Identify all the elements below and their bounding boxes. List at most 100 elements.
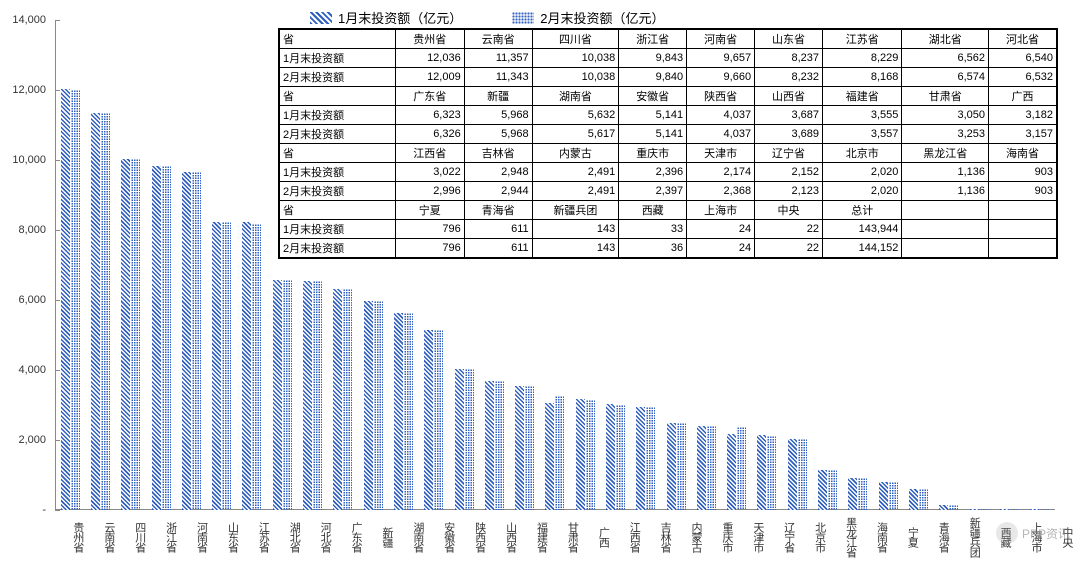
x-axis-label: 河南省 — [179, 512, 210, 562]
table-cell: 6,562 — [902, 49, 989, 68]
bar-series1 — [606, 404, 615, 510]
x-axis-label: 青海省 — [920, 512, 951, 562]
table-cell: 陕西省 — [687, 87, 755, 106]
y-tick-mark — [55, 440, 60, 441]
x-axis-label: 广东省 — [333, 512, 364, 562]
table-cell: 11,357 — [464, 49, 532, 68]
bar-series2 — [919, 489, 928, 510]
bar-group — [631, 407, 661, 510]
bar-group — [419, 330, 449, 510]
y-tick-label: 12,000 — [12, 84, 46, 96]
table-cell: 22 — [755, 220, 823, 239]
table-cell: 796 — [395, 220, 464, 239]
bar-series1 — [848, 478, 857, 510]
table-cell: 1月末投资额 — [280, 220, 396, 239]
table-cell: 江西省 — [395, 144, 464, 163]
bar-group — [237, 222, 267, 510]
bar-series2 — [616, 405, 625, 510]
table-cell: 1月末投资额 — [280, 106, 396, 125]
table-cell: 12,036 — [395, 49, 464, 68]
bar-series1 — [273, 280, 282, 510]
table-cell: 省 — [280, 201, 396, 220]
bar-series1 — [636, 407, 645, 510]
legend-label-1: 1月末投资额（亿元） — [338, 8, 462, 27]
bar-series2 — [980, 509, 989, 510]
watermark-text: PPP资讯 — [1022, 525, 1070, 542]
bar-group — [206, 222, 236, 510]
bar-series1 — [394, 313, 403, 510]
y-tick-label: 10,000 — [12, 154, 46, 166]
table-cell: 6,532 — [989, 68, 1057, 87]
table-row: 1月末投资额3,0222,9482,4912,3962,1742,1522,02… — [280, 163, 1057, 182]
table-cell: 天津市 — [687, 144, 755, 163]
bar-series2 — [737, 427, 746, 510]
bar-series1 — [121, 159, 130, 510]
bar-group — [843, 478, 873, 510]
table-cell: 6,574 — [902, 68, 989, 87]
y-tick-mark — [55, 230, 60, 231]
table-cell: 河北省 — [989, 30, 1057, 49]
table-cell: 9,660 — [687, 68, 755, 87]
table-cell: 宁夏 — [395, 201, 464, 220]
wechat-icon: ✳ — [996, 522, 1018, 544]
x-axis-label: 四川省 — [117, 512, 148, 562]
table-cell: 3,689 — [755, 125, 823, 144]
bar-series2 — [252, 224, 261, 510]
table-cell: 3,253 — [902, 125, 989, 144]
bar-series1 — [970, 509, 979, 510]
x-axis-label: 天津市 — [735, 512, 766, 562]
table-cell: 青海省 — [464, 201, 532, 220]
table-cell: 8,229 — [823, 49, 902, 68]
table-row: 1月末投资额6,3235,9685,6325,1414,0373,6873,55… — [280, 106, 1057, 125]
table-cell — [902, 239, 989, 258]
table-cell: 22 — [755, 239, 823, 258]
x-axis-label: 吉林省 — [642, 512, 673, 562]
table-cell: 安徽省 — [619, 87, 687, 106]
bar-series2 — [889, 482, 898, 510]
table-cell: 2,396 — [619, 163, 687, 182]
y-tick-mark — [55, 20, 60, 21]
table-cell: 2,491 — [532, 182, 619, 201]
table-cell: 5,141 — [619, 106, 687, 125]
table-cell: 吉林省 — [464, 144, 532, 163]
table-cell: 海南省 — [989, 144, 1057, 163]
bar-series1 — [909, 489, 918, 510]
bar-group — [934, 505, 964, 510]
table-cell: 3,050 — [902, 106, 989, 125]
bar-group — [570, 399, 600, 510]
bar-series1 — [1030, 509, 1039, 510]
bar-series2 — [1040, 509, 1049, 510]
table-cell: 2,020 — [823, 163, 902, 182]
bar-series1 — [515, 386, 524, 510]
table-row: 省宁夏青海省新疆兵团西藏上海市中央总计 — [280, 201, 1057, 220]
bar-series1 — [242, 222, 251, 510]
bar-series1 — [333, 289, 342, 510]
y-axis: -2,0004,0006,0008,00010,00012,00014,000 — [0, 20, 50, 510]
bar-series2 — [586, 400, 595, 510]
table-cell: 10,038 — [532, 49, 619, 68]
x-axis-label: 新疆兵团 — [951, 512, 982, 562]
bar-group — [540, 396, 570, 510]
x-axis-label: 陕西省 — [457, 512, 488, 562]
x-axis-label: 河北省 — [302, 512, 333, 562]
bar-series1 — [879, 482, 888, 510]
bar-series1 — [182, 172, 191, 510]
table-cell: 144,152 — [823, 239, 902, 258]
table-cell: 24 — [687, 239, 755, 258]
x-axis-label: 湖北省 — [271, 512, 302, 562]
data-table: 省贵州省云南省四川省浙江省河南省山东省江苏省湖北省河北省1月末投资额12,036… — [278, 28, 1058, 259]
y-tick-label: 8,000 — [18, 224, 46, 236]
table-row: 省江西省吉林省内蒙古重庆市天津市辽宁省北京市黑龙江省海南省 — [280, 144, 1057, 163]
bar-series1 — [545, 403, 554, 510]
table-cell — [902, 220, 989, 239]
y-tick-label: 4,000 — [18, 364, 46, 376]
table-cell: 新疆 — [464, 87, 532, 106]
y-tick-mark — [55, 90, 60, 91]
bar-group — [116, 159, 146, 510]
x-axis-label: 广西 — [580, 512, 611, 562]
table-cell: 2,174 — [687, 163, 755, 182]
table-cell: 12,009 — [395, 68, 464, 87]
bar-series1 — [364, 301, 373, 510]
bar-group — [479, 381, 509, 510]
bar-series2 — [404, 313, 413, 510]
